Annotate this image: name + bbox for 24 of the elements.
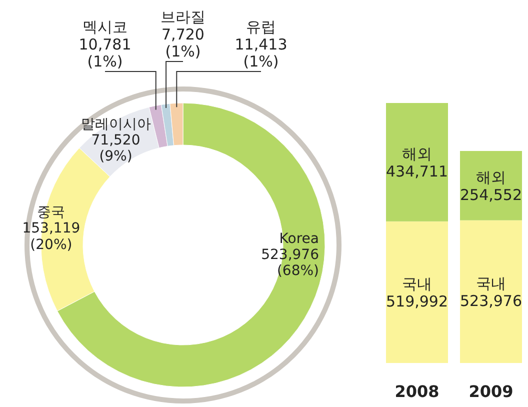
- slice-label: 멕시코: [82, 18, 128, 36]
- bar: [386, 103, 448, 222]
- data-label: 153,119 (20%): [22, 220, 80, 253]
- bar: [386, 221, 448, 363]
- data-label: 11,413 (1%): [234, 35, 288, 70]
- data-label: 7,720 (1%): [162, 25, 204, 60]
- data-label: 10,781 (1%): [78, 35, 132, 70]
- data-label: 519,992: [386, 292, 448, 310]
- series-label: 국내: [402, 275, 432, 294]
- bar: [460, 220, 522, 363]
- x-tick-label: 2008: [394, 382, 440, 401]
- series-label: 해외: [402, 145, 432, 164]
- slice-label: 유럽: [246, 18, 276, 36]
- data-label: 254,552: [460, 186, 522, 204]
- x-tick-label: 2009: [468, 382, 514, 401]
- text: 해외: [476, 168, 506, 187]
- data-label: 434,711: [386, 162, 448, 180]
- data-label: 71,520 (9%): [91, 132, 140, 165]
- slice-label: 말레이시아: [80, 116, 151, 132]
- text: 국내: [476, 274, 506, 293]
- bar: [460, 150, 522, 220]
- slice-label: 브라질: [160, 8, 206, 26]
- slice-label: 중국: [37, 204, 66, 221]
- data-label: 523,976: [460, 292, 522, 310]
